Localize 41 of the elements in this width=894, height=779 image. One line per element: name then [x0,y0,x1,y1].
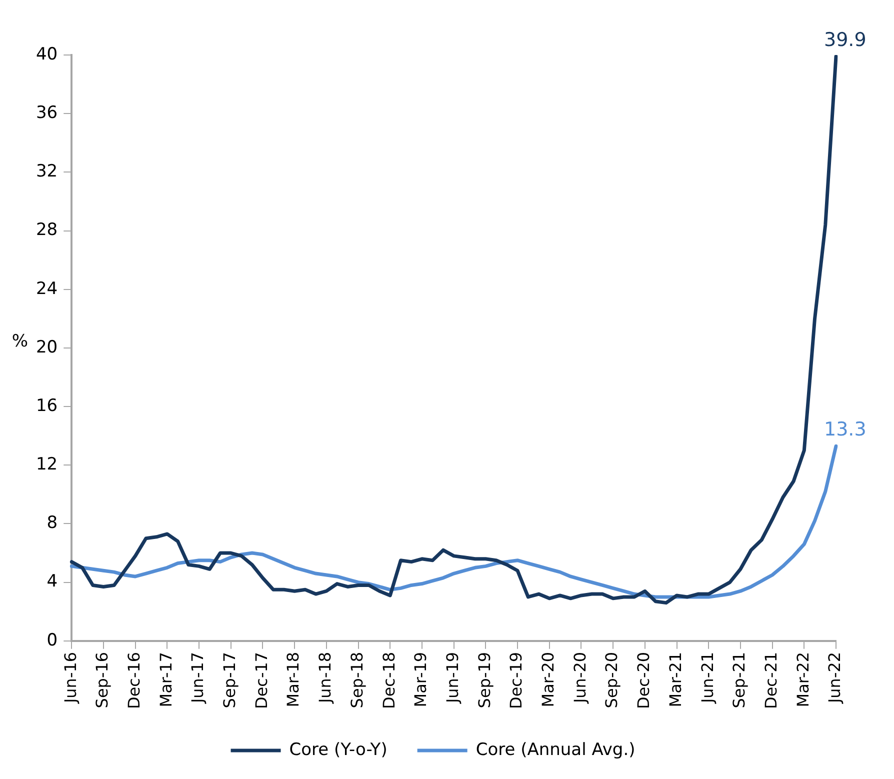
x-tick-label: Dec-20 [634,652,654,709]
x-tick-label: Mar-20 [538,652,558,708]
x-tick-label: Jun-18 [316,652,335,704]
y-axis-title: % [12,331,28,352]
x-tick-label: Dec-19 [506,652,526,709]
y-tick-label: 8 [46,513,58,534]
legend-label: Core (Y-o-Y) [289,740,388,760]
x-tick-label: Dec-17 [252,652,271,709]
y-tick-label: 32 [36,162,58,182]
x-tick-label: Mar-17 [156,652,176,708]
y-tick-label: 16 [36,396,58,416]
x-tick-label: Jun-16 [60,652,80,704]
y-tick-label: 4 [46,572,58,592]
legend-label: Core (Annual Avg.) [476,740,636,760]
x-tick-label: Dec-18 [379,652,398,709]
x-tick-label: Jun-20 [570,652,590,704]
x-tick-label: Mar-22 [793,652,812,708]
y-tick-label: 20 [36,337,58,358]
x-tick-label: Jun-19 [442,652,462,704]
x-tick-label: Mar-21 [666,652,685,708]
x-tick-label: Sep-20 [602,652,622,708]
x-tick-label: Mar-19 [411,652,430,708]
data-label: 13.3 [824,418,866,441]
x-tick-label: Sep-16 [92,652,112,708]
y-tick-label: 0 [46,630,58,650]
x-tick-label: Dec-16 [124,652,144,709]
x-tick-label: Dec-21 [761,652,780,709]
y-tick-label: 12 [36,454,58,475]
x-tick-label: Jun-22 [825,652,844,704]
data-label: 39.9 [824,28,866,51]
x-tick-label: Sep-19 [474,652,494,708]
y-tick-label: 36 [36,103,58,124]
x-tick-label: Sep-17 [220,652,240,708]
y-tick-label: 28 [36,220,58,240]
x-tick-label: Sep-21 [730,652,749,708]
x-tick-label: Jun-17 [188,652,208,704]
x-tick-label: Mar-18 [284,652,303,708]
x-tick-label: Jun-21 [698,652,717,704]
y-tick-label: 40 [36,44,58,64]
x-tick-label: Sep-18 [347,652,366,708]
y-tick-label: 24 [36,278,58,299]
